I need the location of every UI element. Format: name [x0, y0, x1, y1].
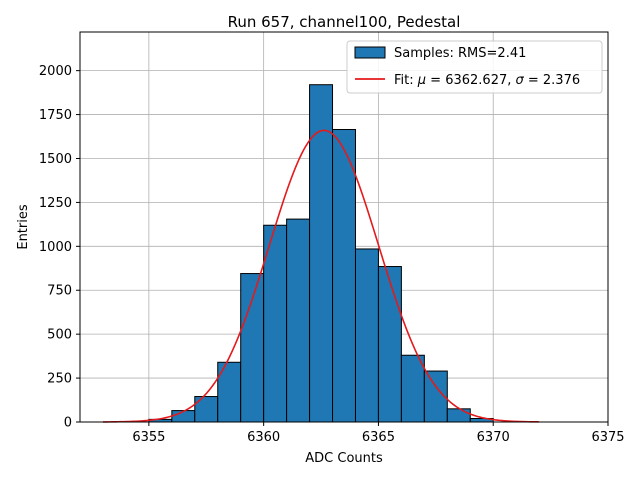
x-tick-label: 6360 — [247, 430, 280, 445]
histogram-bar — [377, 266, 402, 423]
y-axis-ticks: 0 250 500 750 1000 1250 1500 1750 2000 — [39, 64, 80, 431]
histogram-bars — [148, 84, 494, 423]
x-tick-label: 6365 — [362, 430, 395, 445]
legend-histogram-label: Samples: RMS=2.41 — [394, 46, 526, 61]
y-tick-label: 1500 — [39, 152, 72, 167]
y-tick-label: 500 — [47, 328, 72, 343]
legend-fit-mu-symbol: μ — [417, 73, 426, 88]
x-tick-label: 6370 — [477, 430, 510, 445]
legend-histogram-swatch — [354, 46, 386, 59]
histogram-bar — [354, 248, 379, 423]
y-tick-label: 0 — [64, 416, 72, 431]
y-tick-label: 1250 — [39, 196, 72, 211]
legend-fit-mu-value: = 6362.627, — [426, 73, 515, 88]
y-tick-label: 1000 — [39, 240, 72, 255]
histogram-bar — [194, 396, 219, 423]
legend-fit-label: Fit: μ = 6362.627, σ = 2.376 — [394, 73, 580, 88]
y-tick-label: 2000 — [39, 64, 72, 79]
legend-fit-prefix: Fit: — [394, 73, 418, 88]
histogram-bar — [240, 273, 265, 423]
plot-frame — [79, 31, 609, 423]
histogram-bar — [446, 408, 471, 423]
legend-fit-sigma-value: = 2.376 — [524, 73, 580, 88]
y-axis-label: Entries — [16, 204, 31, 250]
legend: Samples: RMS=2.41 Fit: μ = 6362.627, σ =… — [346, 40, 603, 94]
fit-curve — [102, 129, 540, 423]
histogram-bar — [332, 129, 356, 423]
y-tick-label: 750 — [47, 284, 72, 299]
legend-box — [346, 40, 603, 94]
x-tick-label: 6355 — [132, 430, 165, 445]
histogram-bar — [400, 354, 425, 423]
x-axis-ticks: 6355 6360 6365 6370 6375 — [132, 422, 625, 445]
x-axis-label: ADC Counts — [305, 451, 383, 466]
chart-title: Run 657, channel100, Pedestal — [228, 13, 461, 31]
x-tick-label: 6375 — [591, 430, 624, 445]
legend-fit-sigma-symbol: σ — [516, 73, 525, 88]
y-tick-label: 1750 — [39, 108, 72, 123]
y-tick-label: 250 — [47, 372, 72, 387]
histogram-bar — [286, 218, 311, 423]
